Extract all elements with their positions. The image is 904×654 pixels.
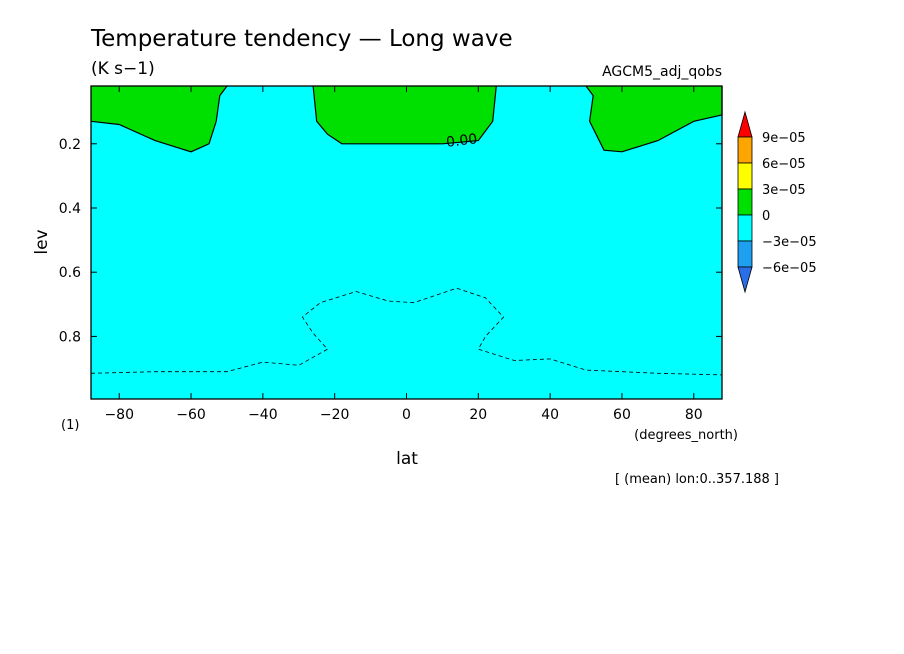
colorbar-box [737, 214, 753, 242]
contour-label: 0.00 [445, 131, 478, 151]
y-tick-label: 0.8 [59, 329, 81, 345]
colorbar-extend-max [737, 110, 753, 138]
colorbar-box [737, 240, 753, 268]
x-tick-label: −80 [104, 407, 134, 423]
dataset-label: AGCM5_adj_qobs [602, 64, 722, 80]
chart-units: (K s−1) [91, 59, 155, 79]
x-axis-label: lat [396, 449, 418, 469]
colorbar-box [737, 136, 753, 164]
zero-contour [312, 85, 497, 145]
y-axis-label: lev [32, 229, 52, 254]
y-tick-label: 0.2 [59, 137, 81, 153]
colorbar-box [737, 188, 753, 216]
colorbar: 9e−05 6e−05 3e−05 0 −3e−05 −6e−05 [737, 110, 817, 294]
y-tick-label: 0.4 [59, 201, 81, 217]
colorbar-label: 9e−05 [762, 131, 806, 146]
x-tick-label: −20 [320, 407, 350, 423]
zero-contour [90, 85, 228, 153]
y-axis-units: (1) [61, 418, 79, 433]
x-tick-label: −60 [176, 407, 206, 423]
x-tick-label: 60 [613, 407, 631, 423]
x-tick-label: 20 [469, 407, 487, 423]
colorbar-label: −3e−05 [762, 235, 817, 250]
contour-lines [90, 85, 723, 376]
x-tick-label: −40 [248, 407, 278, 423]
colorbar-label: 3e−05 [762, 183, 806, 198]
chart-title: Temperature tendency — Long wave [90, 26, 513, 52]
colorbar-box [737, 162, 753, 190]
colorbar-extend-min [737, 266, 753, 294]
positive-region [313, 86, 497, 144]
filled-regions [91, 86, 722, 399]
x-tick-label: 0 [402, 407, 411, 423]
x-axis-units: (degrees_north) [634, 428, 738, 443]
x-tick-label: 40 [541, 407, 559, 423]
positive-region [586, 86, 722, 152]
x-axis-ticks: −80 −60 −40 −20 0 20 40 60 80 [104, 86, 703, 423]
negative-contour [90, 287, 723, 376]
x-tick-label: 80 [685, 407, 703, 423]
footnote: [ (mean) lon:0..357.188 ] [615, 472, 779, 487]
colorbar-label: 6e−05 [762, 157, 806, 172]
positive-region [91, 86, 227, 152]
colorbar-label: −6e−05 [762, 261, 817, 276]
y-tick-label: 0.6 [59, 265, 81, 281]
colorbar-label: 0 [762, 209, 770, 224]
plot-area: −80 −60 −40 −20 0 20 40 60 80 0.2 0.4 0.6 0.8 [59, 85, 723, 423]
zero-contour [585, 85, 723, 153]
y-axis-ticks: 0.2 0.4 0.6 0.8 [59, 137, 722, 345]
